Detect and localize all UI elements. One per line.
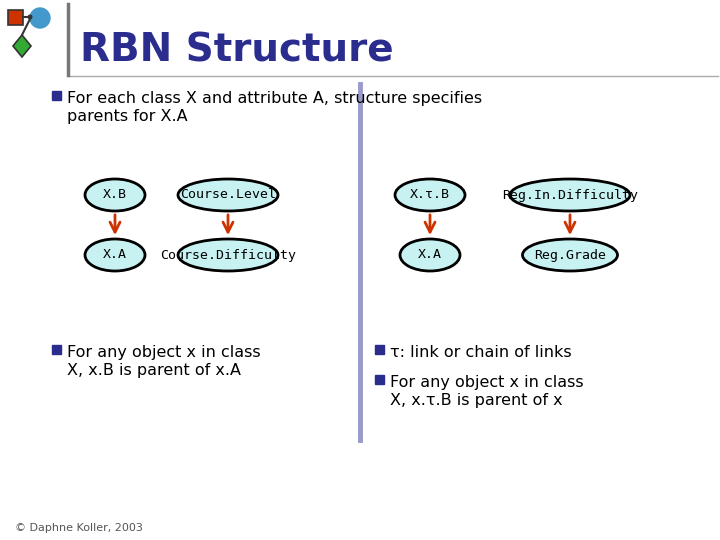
Text: X, x.B is parent of x.A: X, x.B is parent of x.A	[67, 363, 241, 378]
Text: For each class X and attribute A, structure specifies: For each class X and attribute A, struct…	[67, 91, 482, 106]
Text: © Daphne Koller, 2003: © Daphne Koller, 2003	[15, 523, 143, 533]
Text: Reg.In.Difficulty: Reg.In.Difficulty	[502, 188, 638, 201]
Text: τ: link or chain of links: τ: link or chain of links	[390, 345, 572, 360]
Text: For any object x in class: For any object x in class	[390, 375, 584, 390]
Ellipse shape	[395, 179, 465, 211]
Text: X.τ.B: X.τ.B	[410, 188, 450, 201]
Ellipse shape	[400, 239, 460, 271]
Text: Course.Level: Course.Level	[180, 188, 276, 201]
Polygon shape	[13, 35, 31, 57]
Ellipse shape	[178, 239, 278, 271]
Bar	[8, 10, 23, 25]
Circle shape	[30, 8, 50, 28]
Ellipse shape	[523, 239, 618, 271]
Text: X.B: X.B	[103, 188, 127, 201]
Text: For any object x in class: For any object x in class	[67, 345, 261, 360]
Bar	[375, 375, 384, 384]
Circle shape	[27, 15, 32, 19]
Bar	[52, 91, 61, 100]
Text: Course.Difficulty: Course.Difficulty	[160, 248, 296, 261]
Ellipse shape	[85, 239, 145, 271]
Ellipse shape	[178, 179, 278, 211]
Ellipse shape	[510, 179, 630, 211]
Bar	[52, 345, 61, 354]
Bar	[375, 345, 384, 354]
Text: RBN Structure: RBN Structure	[80, 31, 394, 69]
Text: parents for X.A: parents for X.A	[67, 109, 188, 124]
Text: X.A: X.A	[418, 248, 442, 261]
Text: X.A: X.A	[103, 248, 127, 261]
Text: Reg.Grade: Reg.Grade	[534, 248, 606, 261]
Text: X, x.τ.B is parent of x: X, x.τ.B is parent of x	[390, 393, 562, 408]
Ellipse shape	[85, 179, 145, 211]
